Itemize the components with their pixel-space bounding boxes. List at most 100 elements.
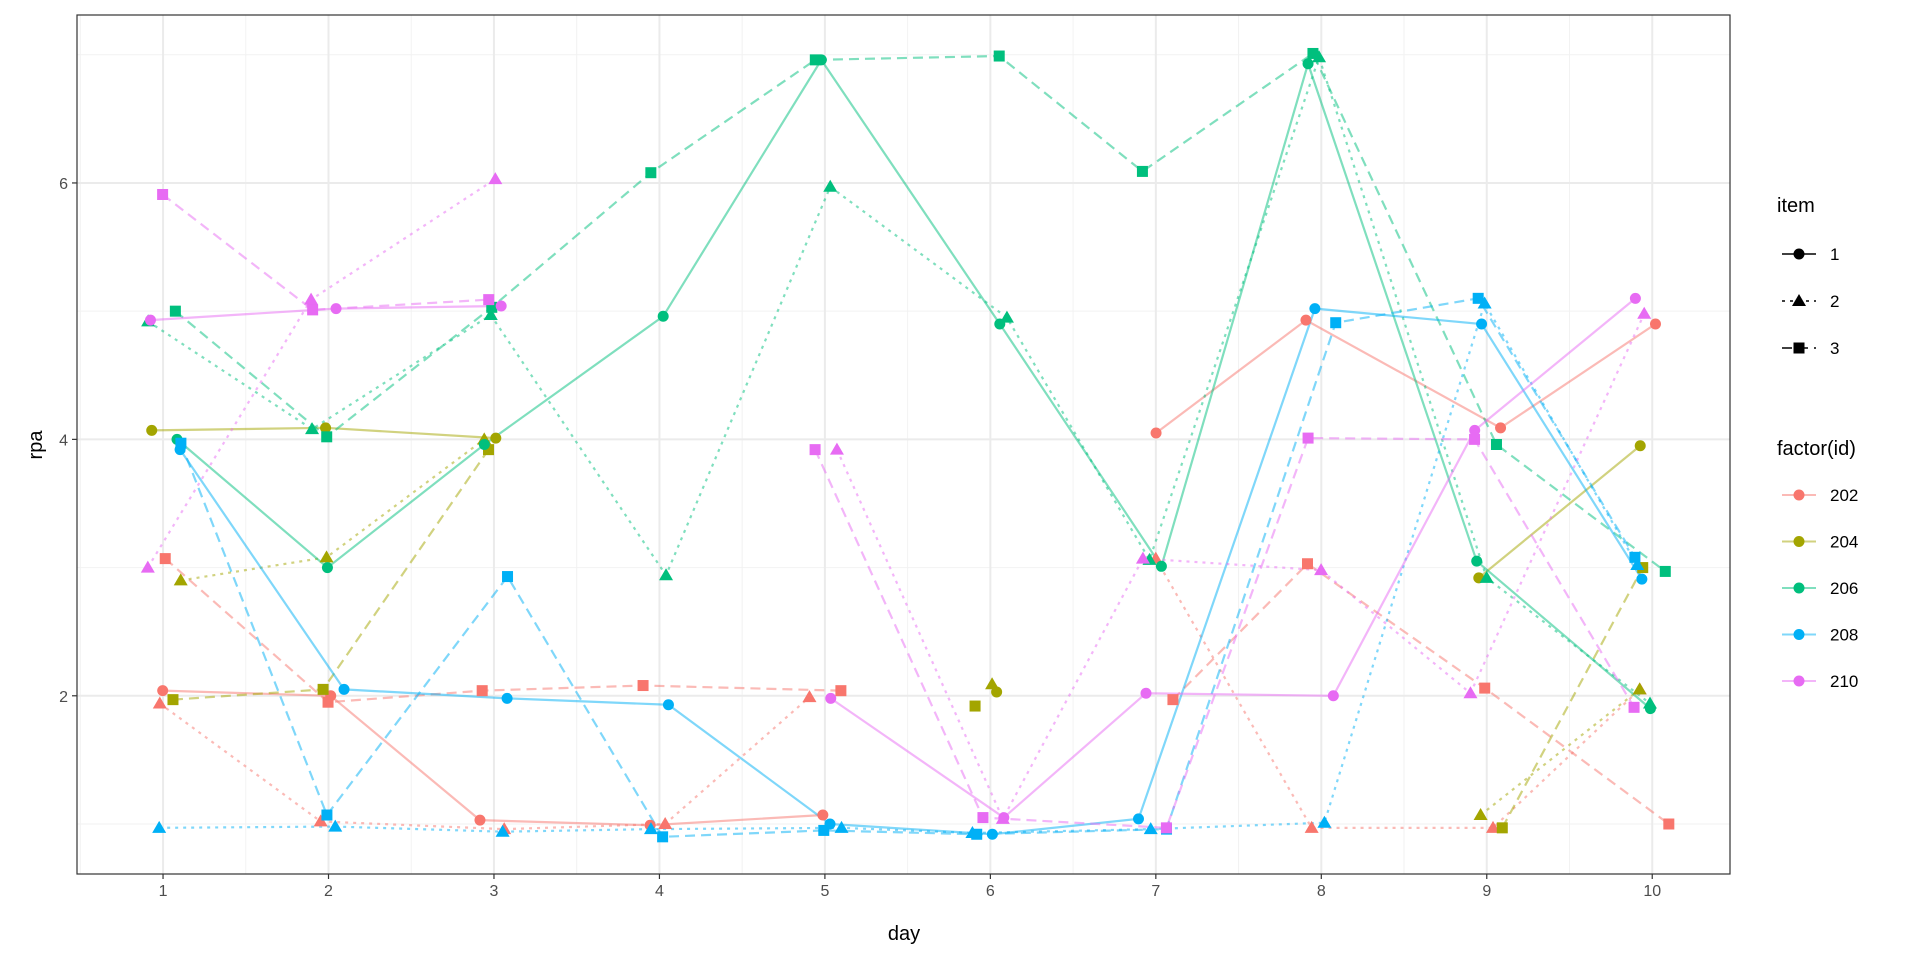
legend-item-label: 1 <box>1830 245 1839 264</box>
legend-id-label: 202 <box>1830 486 1858 505</box>
data-point-208-item3 <box>175 437 187 449</box>
data-point-206-item3 <box>486 301 498 313</box>
data-point-204-item2 <box>1473 808 1488 821</box>
legend-key-square-icon <box>1793 342 1805 354</box>
data-point-206-item3 <box>1659 565 1671 577</box>
data-point-206-item3 <box>1307 47 1319 59</box>
x-tick-label: 10 <box>1643 883 1661 900</box>
data-point-202-item2 <box>1304 820 1319 833</box>
data-point-208-item3 <box>818 824 830 836</box>
series-line-204-item1 <box>1478 444 1641 579</box>
data-point-210-item3 <box>809 444 821 456</box>
data-point-208-item1 <box>1309 303 1321 315</box>
data-point-204-item2 <box>1632 682 1647 695</box>
data-point-210-item2 <box>1314 563 1329 576</box>
data-point-208-item1 <box>986 828 998 840</box>
data-point-210-item1 <box>495 300 507 312</box>
data-point-210-item2 <box>304 292 319 305</box>
series-line-204-item2 <box>1479 688 1641 816</box>
legend-key-triangle-icon <box>1792 294 1806 306</box>
x-tick-label: 7 <box>1151 883 1160 900</box>
x-tick-label: 1 <box>159 883 168 900</box>
legend-item-label: 3 <box>1830 339 1839 358</box>
data-point-208-item3 <box>502 571 514 583</box>
data-point-206-item1 <box>1155 560 1167 572</box>
data-point-204-item2 <box>173 573 188 586</box>
series-line-208-item1 <box>179 307 1643 836</box>
data-point-202-item3 <box>1479 682 1491 694</box>
data-point-210-item1 <box>330 303 342 315</box>
y-tick-label: 4 <box>59 432 68 449</box>
data-point-206-item2 <box>659 568 674 581</box>
data-point-208-item2 <box>152 820 167 833</box>
legend-key-circle-icon <box>1793 629 1805 640</box>
data-point-202-item3 <box>1663 818 1675 830</box>
series-line-206-item3 <box>174 51 1666 573</box>
x-tick-label: 8 <box>1317 883 1326 900</box>
legend-id-title: factor(id) <box>1777 438 1856 460</box>
series-line-210-item3 <box>814 436 1636 829</box>
series-line-210-item2 <box>835 313 1646 822</box>
data-point-210-item3 <box>483 294 495 306</box>
data-point-206-item1 <box>478 439 490 450</box>
data-point-210-item3 <box>157 188 169 200</box>
data-point-206-item3 <box>321 431 333 443</box>
data-point-210-item3 <box>1628 701 1640 713</box>
x-tick-label: 5 <box>820 883 829 900</box>
data-point-204-item3 <box>1496 822 1508 834</box>
data-point-204-item1 <box>490 432 502 444</box>
data-point-202-item2 <box>802 690 817 703</box>
x-tick-label: 4 <box>655 883 664 900</box>
legend-id-label: 210 <box>1830 672 1858 691</box>
data-point-202-item3 <box>637 680 649 692</box>
legend-key-circle-icon <box>1793 536 1805 547</box>
data-point-210-item1 <box>1327 690 1339 702</box>
data-point-204-item2 <box>985 677 1000 690</box>
legend-key-circle-icon <box>1793 248 1805 260</box>
data-point-208-item3 <box>321 809 333 821</box>
data-point-204-item3 <box>969 700 981 712</box>
y-tick-label: 2 <box>59 689 68 706</box>
data-point-210-item1 <box>144 314 156 326</box>
data-point-202-item3 <box>322 696 334 708</box>
data-point-208-item1 <box>662 699 674 711</box>
data-point-210-item3 <box>977 812 989 824</box>
data-point-208-item2 <box>1317 815 1332 828</box>
data-point-208-item3 <box>1472 292 1484 304</box>
plot-background <box>77 15 1730 874</box>
data-point-202-item1 <box>157 685 169 697</box>
data-point-208-item3 <box>971 828 983 840</box>
x-tick-label: 9 <box>1482 883 1491 900</box>
data-point-202-item1 <box>1495 422 1507 434</box>
data-point-202-item2 <box>313 814 328 827</box>
data-point-210-item2 <box>1135 551 1150 564</box>
data-point-208-item2 <box>643 822 658 835</box>
data-point-202-item3 <box>476 685 488 697</box>
data-point-204-item1 <box>146 424 158 436</box>
data-point-210-item1 <box>1469 424 1481 436</box>
data-point-210-item1 <box>1140 687 1152 699</box>
data-point-208-item1 <box>1133 813 1145 825</box>
legend-id-label: 206 <box>1830 579 1858 598</box>
data-point-208-item2 <box>1477 296 1492 309</box>
data-point-202-item1 <box>1150 427 1162 439</box>
legend-key-circle-icon <box>1793 489 1805 501</box>
data-point-206-item2 <box>823 179 838 192</box>
data-point-202-item1 <box>817 809 829 821</box>
data-point-202-item1 <box>474 814 486 826</box>
data-point-206-item3 <box>1136 165 1148 177</box>
data-point-202-item2 <box>152 696 167 709</box>
data-point-208-item2 <box>495 824 510 837</box>
data-point-202-item1 <box>1649 318 1661 330</box>
legend-item-title: item <box>1777 195 1815 217</box>
data-point-210-item3 <box>1469 433 1481 445</box>
series-line-202-item2 <box>159 696 811 831</box>
data-point-206-item3 <box>809 54 821 66</box>
legend-id-label: 208 <box>1830 626 1858 645</box>
legend-item-label: 2 <box>1830 292 1839 311</box>
series-line-204-item3 <box>1501 567 1644 829</box>
data-point-210-item2 <box>1463 686 1478 699</box>
plot-border <box>76 14 1731 875</box>
data-point-210-item1 <box>1629 292 1641 304</box>
